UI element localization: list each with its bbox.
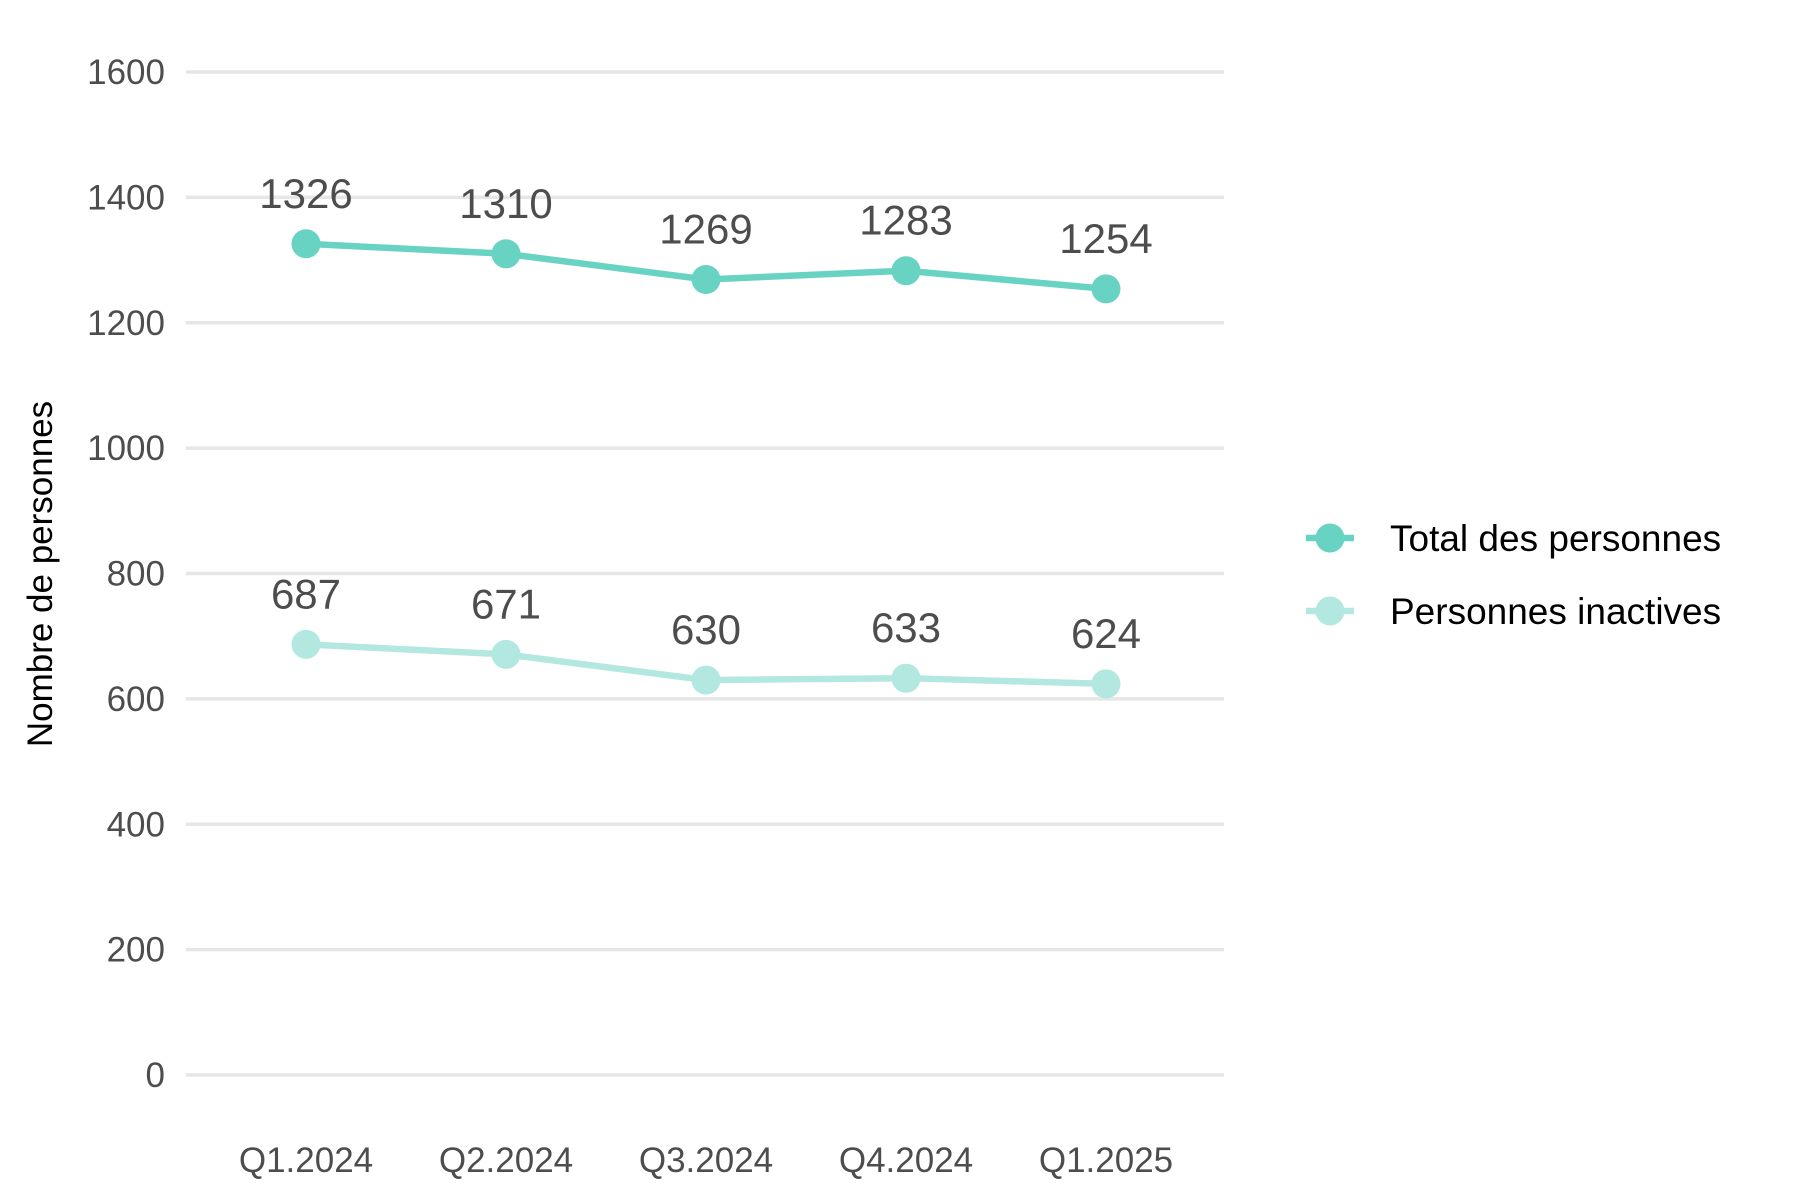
legend-label-personnes-inactives: Personnes inactives bbox=[1390, 591, 1721, 632]
data-point-personnes-inactives-q4-2024 bbox=[891, 663, 921, 693]
legend-marker-total-des-personnes bbox=[1315, 523, 1345, 553]
data-point-total-des-personnes-q2-2024 bbox=[491, 239, 521, 269]
legend-label-total-des-personnes: Total des personnes bbox=[1390, 518, 1721, 559]
data-label-personnes-inactives-q2-2024: 671 bbox=[471, 580, 541, 627]
data-label-personnes-inactives-q1-2025: 624 bbox=[1071, 610, 1141, 657]
data-point-total-des-personnes-q4-2024 bbox=[891, 256, 921, 286]
data-label-total-des-personnes-q4-2024: 1283 bbox=[859, 197, 952, 244]
data-label-total-des-personnes-q1-2024: 1326 bbox=[259, 170, 352, 217]
legend-item-personnes-inactives: Personnes inactives bbox=[1306, 591, 1721, 632]
data-point-total-des-personnes-q1-2024 bbox=[291, 229, 321, 259]
gridlines bbox=[186, 70, 1224, 1077]
data-label-personnes-inactives-q3-2024: 630 bbox=[671, 606, 741, 653]
series-total-des-personnes: 1326 1310 1269 1283 1254 bbox=[259, 170, 1153, 304]
y-tick-label-0: 0 bbox=[146, 1056, 165, 1095]
x-tick-label-q2-2024: Q2.2024 bbox=[439, 1141, 573, 1180]
x-tick-label-q3-2024: Q3.2024 bbox=[639, 1141, 773, 1180]
data-point-personnes-inactives-q3-2024 bbox=[691, 665, 721, 695]
x-axis-ticks: Q1.2024 Q2.2024 Q3.2024 Q4.2024 Q1.2025 bbox=[239, 1141, 1173, 1180]
x-tick-label-q4-2024: Q4.2024 bbox=[839, 1141, 973, 1180]
y-tick-label-1600: 1600 bbox=[87, 53, 165, 92]
legend-item-total-des-personnes: Total des personnes bbox=[1306, 518, 1721, 559]
data-label-total-des-personnes-q1-2025: 1254 bbox=[1059, 215, 1152, 262]
legend: Total des personnes Personnes inactives bbox=[1306, 518, 1721, 632]
x-tick-label-q1-2025: Q1.2025 bbox=[1039, 1141, 1173, 1180]
y-tick-label-1200: 1200 bbox=[87, 304, 165, 343]
data-label-total-des-personnes-q2-2024: 1310 bbox=[459, 180, 552, 227]
data-label-personnes-inactives-q4-2024: 633 bbox=[871, 604, 941, 651]
legend-marker-personnes-inactives bbox=[1315, 596, 1345, 626]
y-tick-label-600: 600 bbox=[107, 680, 165, 719]
series-personnes-inactives: 687 671 630 633 624 bbox=[271, 570, 1141, 699]
x-tick-label-q1-2024: Q1.2024 bbox=[239, 1141, 373, 1180]
data-label-personnes-inactives-q1-2024: 687 bbox=[271, 570, 341, 617]
data-point-total-des-personnes-q1-2025 bbox=[1091, 274, 1121, 304]
data-point-personnes-inactives-q1-2025 bbox=[1091, 669, 1121, 699]
y-tick-label-400: 400 bbox=[107, 805, 165, 844]
y-tick-label-200: 200 bbox=[107, 931, 165, 970]
y-tick-label-800: 800 bbox=[107, 555, 165, 594]
y-tick-label-1000: 1000 bbox=[87, 429, 165, 468]
data-point-personnes-inactives-q1-2024 bbox=[291, 629, 321, 659]
data-point-personnes-inactives-q2-2024 bbox=[491, 639, 521, 669]
y-tick-label-1400: 1400 bbox=[87, 178, 165, 217]
data-point-total-des-personnes-q3-2024 bbox=[691, 264, 721, 294]
y-axis-title: Nombre de personnes bbox=[21, 401, 60, 747]
data-label-total-des-personnes-q3-2024: 1269 bbox=[659, 205, 752, 252]
series: 1326 1310 1269 1283 1254 687 671 630 633 624 bbox=[259, 170, 1153, 699]
y-axis-ticks: 0 200 400 600 800 1000 1200 1400 1600 bbox=[87, 53, 165, 1095]
